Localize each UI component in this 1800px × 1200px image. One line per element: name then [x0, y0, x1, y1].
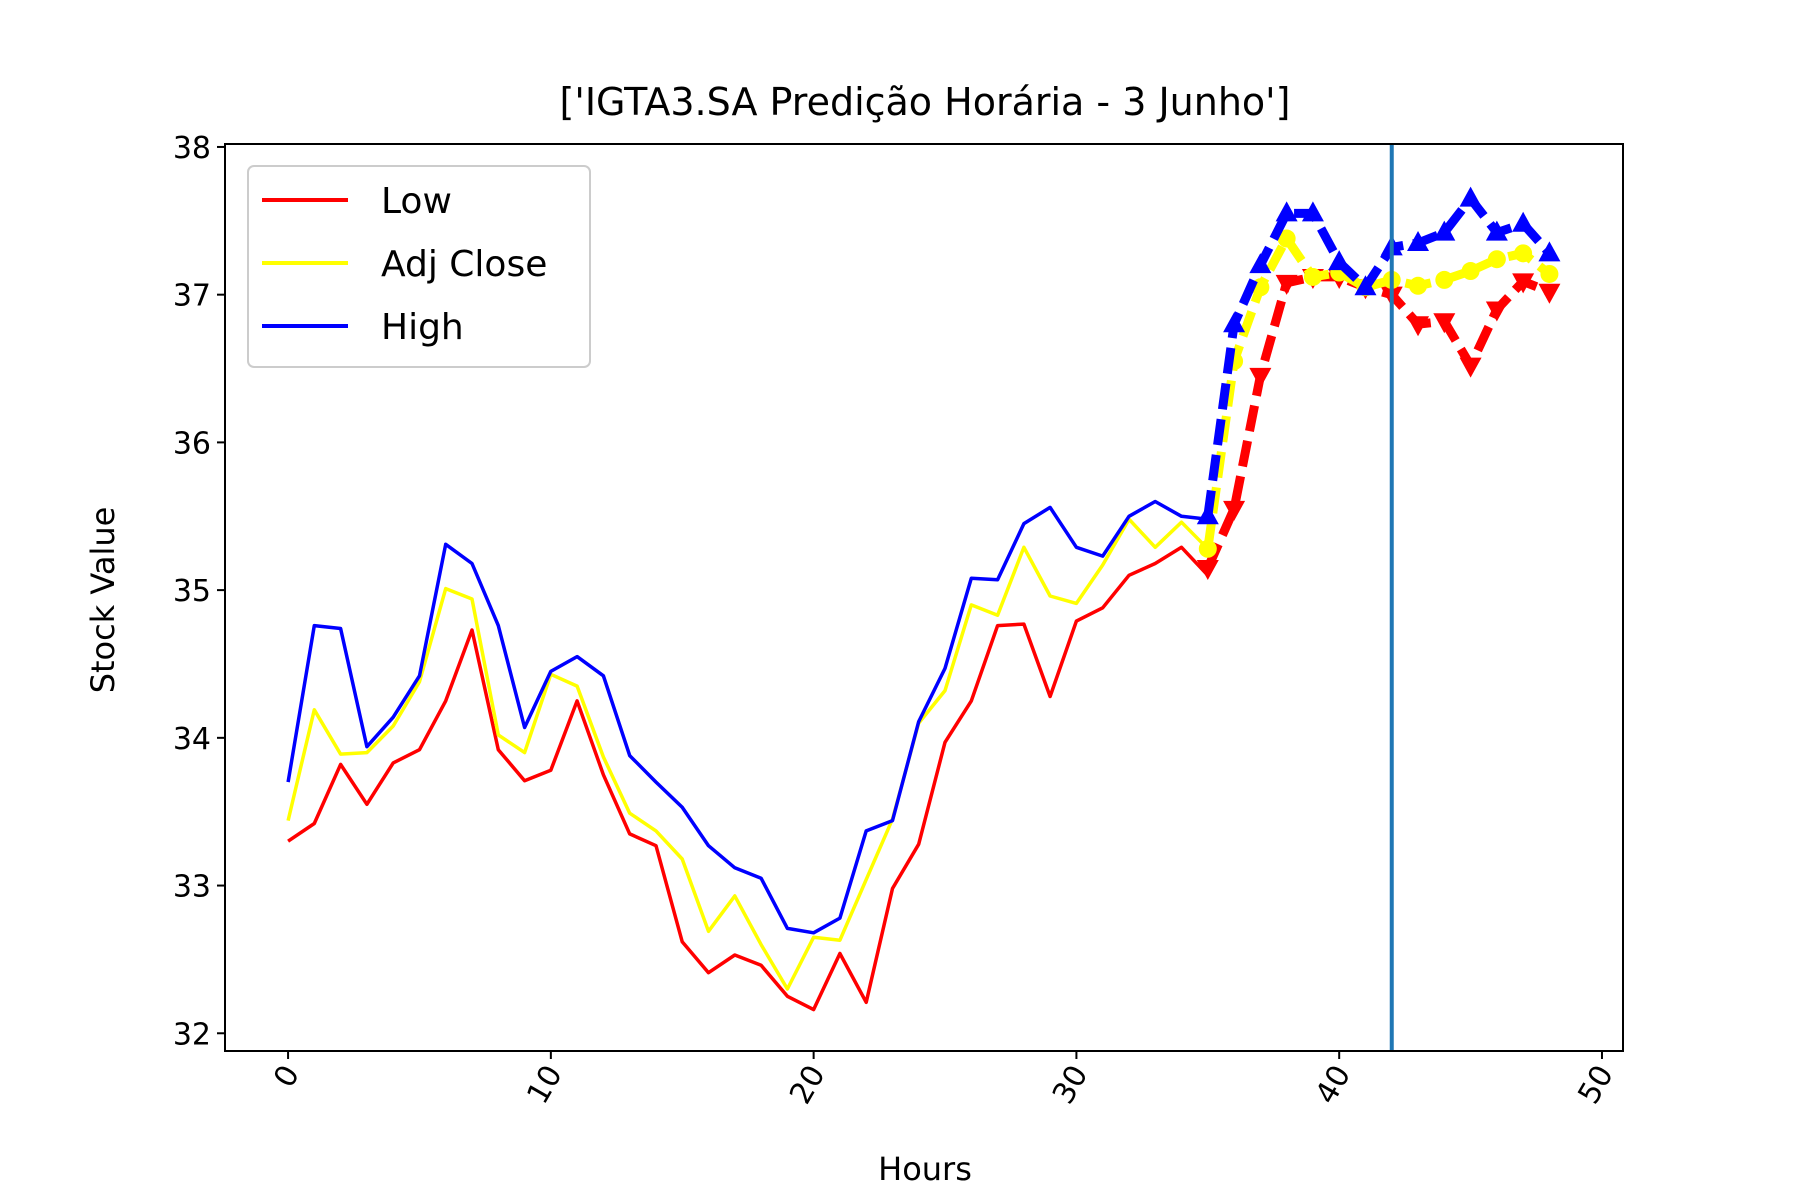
axes-frame — [224, 143, 1624, 1052]
x-axis-label: Hours — [878, 1150, 972, 1188]
forecast-point-high — [1538, 241, 1561, 262]
x-tick-label: 10 — [520, 1060, 569, 1111]
plot-area: 32 33 34 35 36 37 38 0 10 20 30 40 50 — [173, 131, 1624, 1111]
forecast-point-high — [1407, 230, 1430, 251]
forecast-point-high — [1249, 253, 1272, 274]
series-line-high — [286, 499, 1208, 935]
forecast-point-adj-close — [1409, 276, 1428, 295]
legend-box — [247, 165, 591, 368]
forecast-point-low — [1249, 367, 1272, 388]
forecast-point-low — [1538, 283, 1561, 304]
legend-label: Adj Close — [381, 244, 547, 285]
forecast-point-adj-close — [1435, 270, 1454, 289]
y-tick-label: 37 — [173, 279, 211, 314]
forecast-point-adj-close — [1514, 244, 1533, 263]
forecast-point-low — [1407, 316, 1430, 337]
forecast-point-adj-close — [1198, 539, 1217, 558]
forecast-line-low — [1203, 272, 1552, 570]
x-tick-label: 30 — [1046, 1060, 1095, 1111]
forecast-line-high — [1203, 194, 1553, 517]
forecast-point-low — [1223, 500, 1246, 521]
y-tick-label: 36 — [173, 426, 211, 461]
x-tick-label: 50 — [1572, 1060, 1621, 1111]
forecast-point-high — [1459, 186, 1482, 207]
forecast-point-low — [1512, 273, 1535, 294]
forecast-point-high — [1433, 220, 1456, 241]
series-line-low — [287, 545, 1210, 1012]
forecast-point-high — [1275, 201, 1298, 222]
y-tick-label: 38 — [173, 131, 211, 166]
x-tick-label: 40 — [1309, 1060, 1358, 1111]
forecast-point-high — [1328, 250, 1351, 271]
forecast-point-high — [1512, 211, 1535, 232]
forecast-point-adj-close — [1540, 264, 1559, 283]
forecast-point-low — [1275, 274, 1298, 295]
x-tick-label: 20 — [783, 1060, 832, 1111]
y-tick-label: 33 — [173, 870, 211, 905]
chart-title: ['IGTA3.SA Predição Horária - 3 Junho'] — [560, 80, 1291, 124]
forecast-point-high — [1301, 201, 1324, 222]
legend-label: High — [381, 307, 464, 348]
forecast-point-low — [1196, 559, 1219, 580]
y-tick-label: 34 — [173, 722, 211, 757]
forecast-point-adj-close — [1487, 250, 1506, 269]
forecast-point-high — [1196, 504, 1219, 525]
series-line-adj-close — [286, 517, 1210, 991]
forecast-point-adj-close — [1303, 267, 1322, 286]
forecast-point-high — [1354, 275, 1377, 296]
legend-label: Low — [381, 181, 452, 222]
forecast-point-low — [1433, 313, 1456, 334]
forecast-point-high — [1223, 312, 1246, 333]
forecast-point-adj-close — [1277, 229, 1296, 248]
y-tick-label: 32 — [173, 1017, 211, 1052]
y-tick-label: 35 — [173, 574, 211, 609]
forecast-point-high — [1485, 220, 1508, 241]
legend: Low Adj Close High — [247, 165, 591, 368]
y-axis-label: Stock Value — [84, 507, 122, 694]
forecast-point-adj-close — [1461, 262, 1480, 281]
forecast-point-low — [1485, 301, 1508, 322]
forecast-point-low — [1459, 357, 1482, 378]
x-tick-label: 0 — [267, 1060, 307, 1094]
